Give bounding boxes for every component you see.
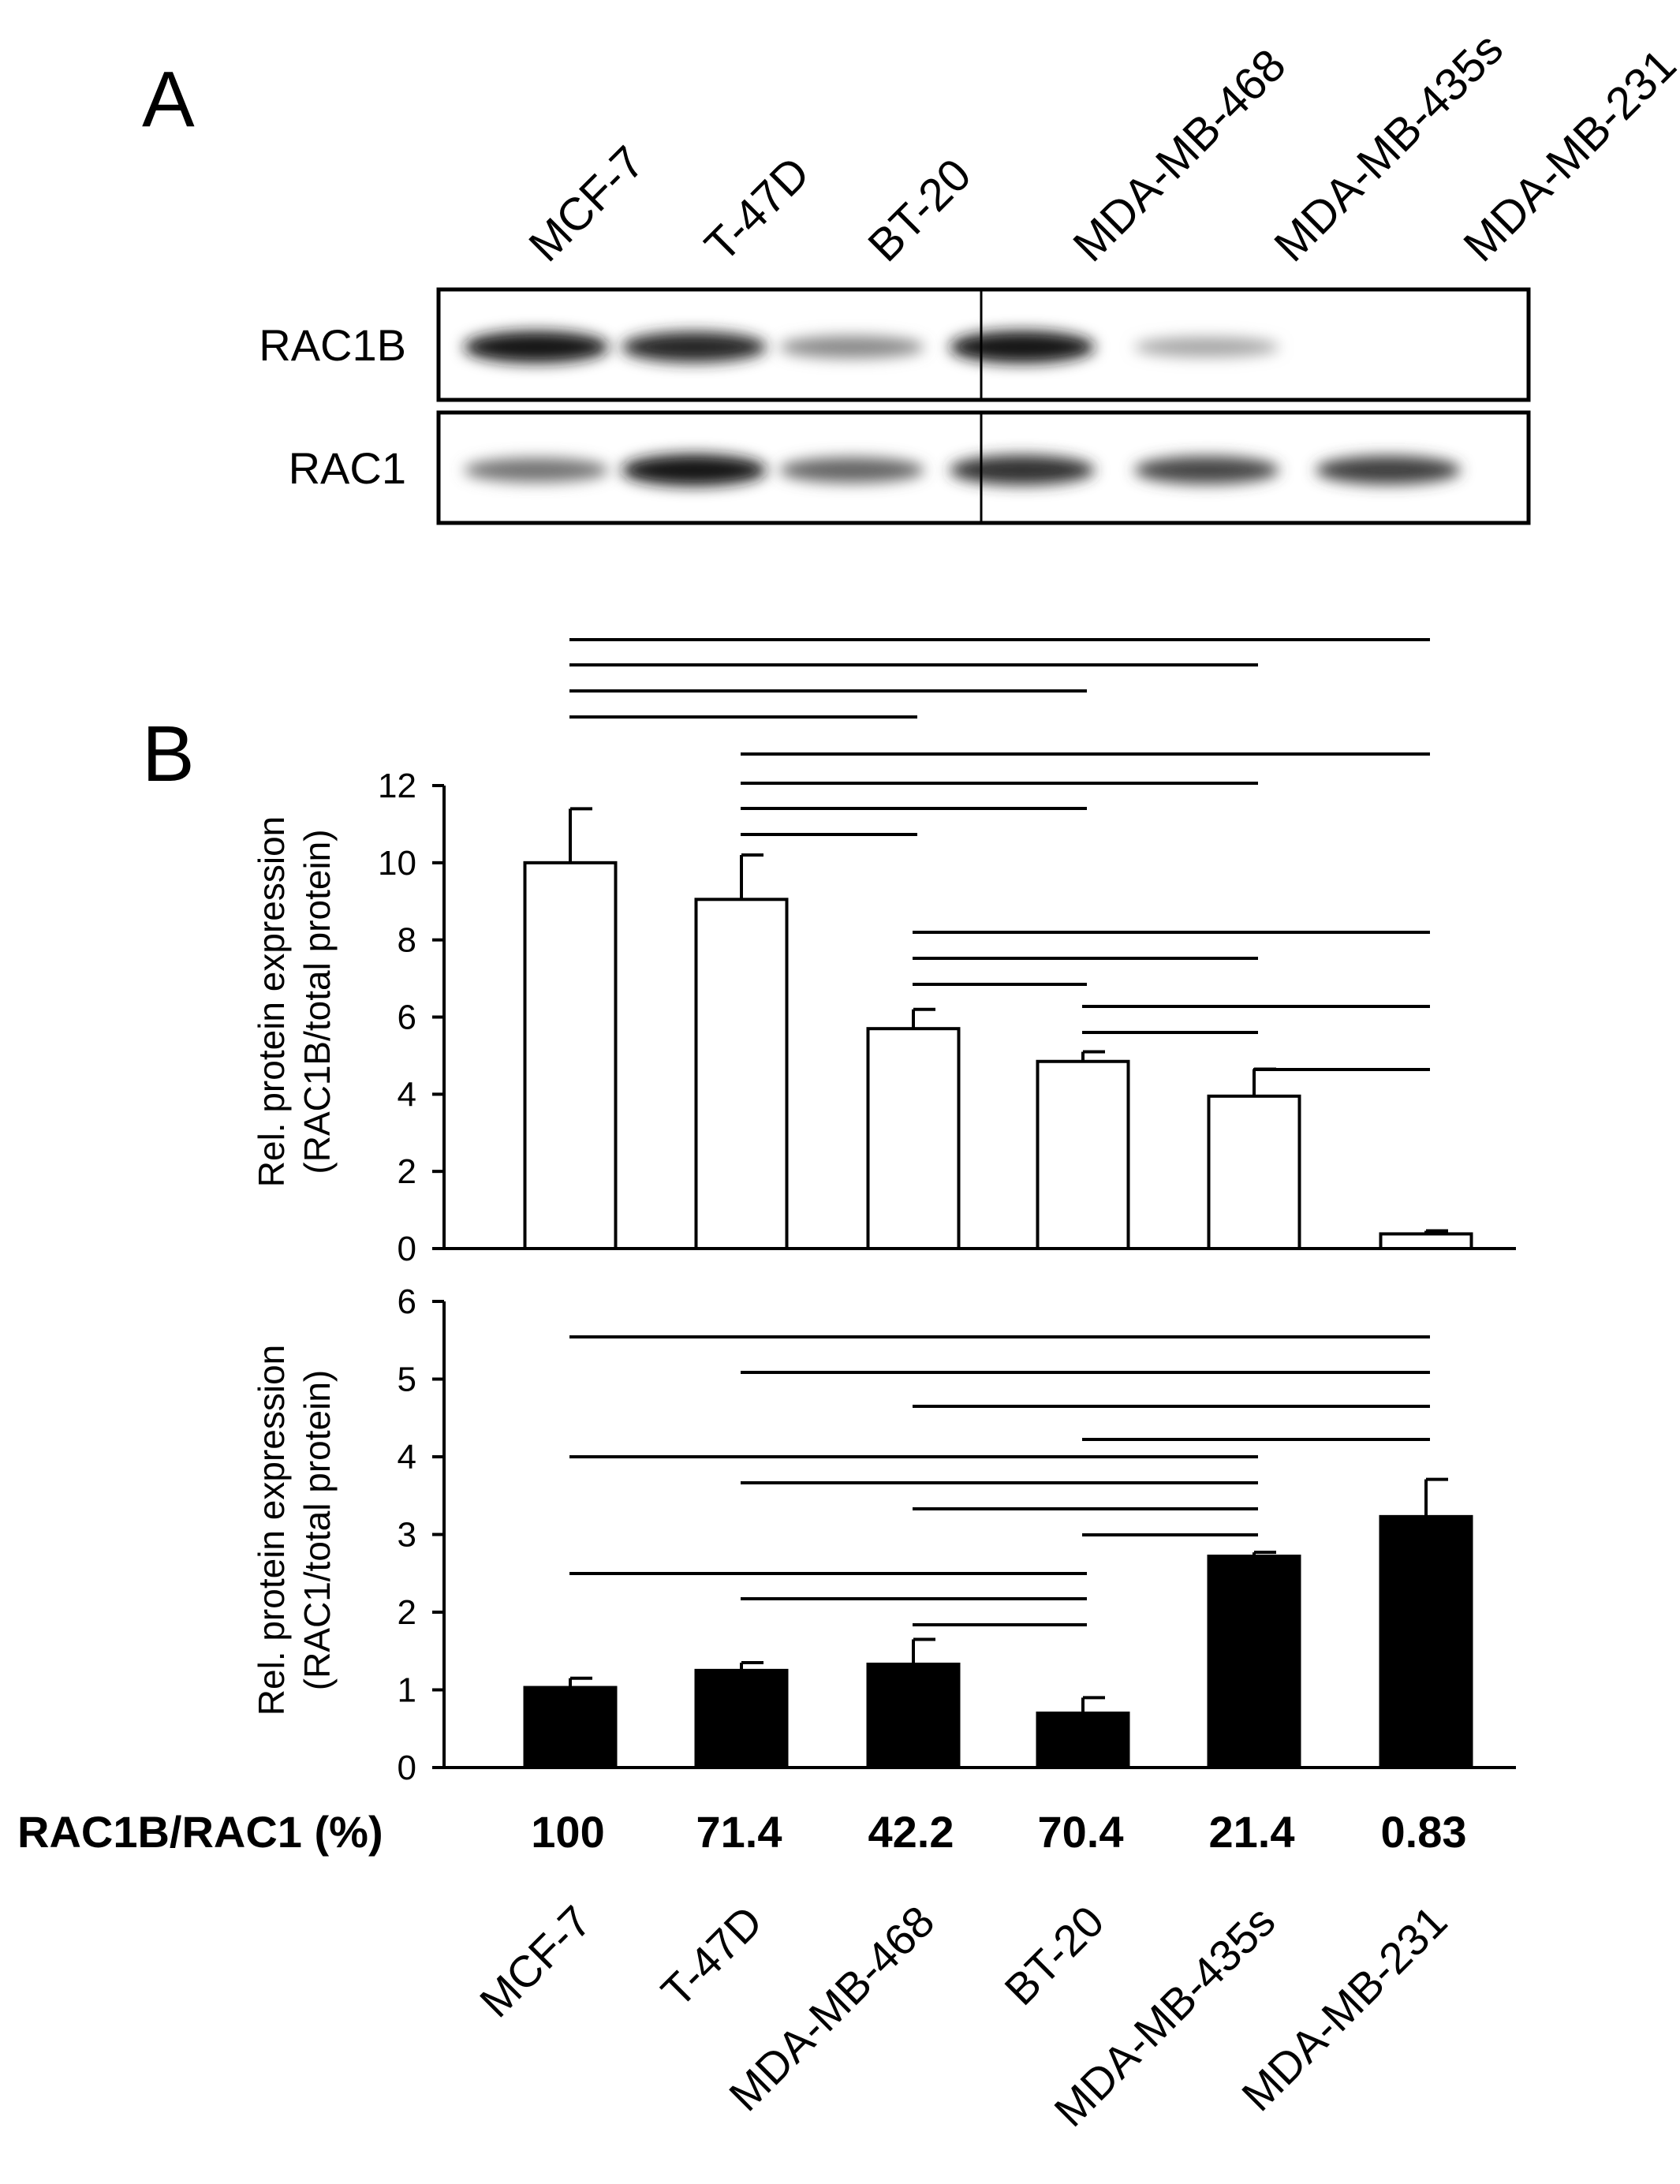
blot-band-rac1b-bt-20 [779, 335, 924, 359]
blot-band-rac1-mcf-7 [464, 457, 609, 483]
bar-mda-mb-468 [866, 1662, 961, 1770]
y-tick-label: 0 [398, 1749, 416, 1787]
bar-mda-mb-435s [1207, 1555, 1301, 1769]
lane-label-mda-mb-468: MDA-MB-468 [1063, 39, 1295, 271]
ratio-value-t-47d: 71.4 [696, 1807, 782, 1857]
bar-mda-mb-231 [1379, 1514, 1473, 1769]
panel-b-label: B [142, 710, 195, 798]
rac1-bar-chart: 0 1 2 3 4 5 6 Rel. protein expression (RAC1/tota… [251, 1282, 1516, 1787]
ratio-row-label: RAC1B/RAC1 (%) [17, 1807, 383, 1857]
ratio-value-mda-mb-435s: 21.4 [1209, 1807, 1295, 1857]
blot-row-label-rac1: RAC1 [289, 443, 406, 493]
rac1b-bar-chart: 0 2 4 6 8 10 12 Rel. protein expression (RAC1B/t… [251, 638, 1516, 1268]
x-tick-label-bt-20: BT-20 [995, 1896, 1113, 2014]
y-tick-label: 12 [378, 767, 416, 805]
bar-mda-mb-435s [1207, 1094, 1301, 1251]
ratio-value-mcf-7: 100 [531, 1807, 604, 1857]
blot-band-rac1b-mda-mb-435s [1134, 337, 1279, 357]
bar-mcf-7 [523, 861, 618, 1251]
y-tick-label: 8 [398, 921, 416, 960]
y-tick-label: 2 [398, 1593, 416, 1632]
blot-band-rac1-t-47d [622, 454, 767, 487]
ratio-value-bt-20: 70.4 [1038, 1807, 1124, 1857]
y-tick-label: 0 [398, 1230, 416, 1268]
lane-label-bt-20: BT-20 [858, 149, 980, 271]
bar-mda-mb-468 [866, 1027, 961, 1251]
y-tick-label: 6 [398, 1282, 416, 1321]
blot-band-rac1b-t-47d [622, 331, 767, 363]
bar-t-47d [694, 898, 789, 1251]
blot-band-rac1-mda-mb-435s [1134, 456, 1279, 484]
y-axis-label: Rel. protein expression [251, 1345, 292, 1715]
bar-bt-20 [1036, 1712, 1130, 1770]
x-tick-label-t-47d: T-47D [651, 1896, 771, 2016]
bar-bt-20 [1036, 1059, 1130, 1250]
blot-frame [436, 287, 1531, 402]
blot-band-rac1-bt-20 [779, 457, 924, 483]
panel-a-label: A [142, 55, 195, 144]
blot-band-rac1b-mcf-7 [464, 330, 609, 364]
bar-mcf-7 [523, 1686, 618, 1769]
ratio-value-mda-mb-468: 42.2 [868, 1807, 954, 1857]
y-axis-label: Rel. protein expression [251, 816, 292, 1187]
lane-label-mcf-7: MCF-7 [519, 136, 654, 271]
y-tick-label: 2 [398, 1152, 416, 1191]
blot-band-rac1-mda-mb-468 [950, 455, 1095, 485]
lane-label-t-47d: T-47D [695, 147, 819, 272]
ratio-values: 100 71.4 42.2 70.4 21.4 0.83 [531, 1807, 1466, 1857]
y-tick-label: 1 [398, 1671, 416, 1710]
y-tick-label: 10 [378, 844, 416, 883]
y-tick-label: 3 [398, 1516, 416, 1555]
blot-row-label-rac1b: RAC1B [259, 320, 406, 370]
bar-mda-mb-231 [1379, 1232, 1473, 1250]
blot-band-rac1-mda-mb-231 [1316, 455, 1461, 485]
y-tick-label: 4 [398, 1438, 416, 1477]
ratio-value-mda-mb-231: 0.83 [1381, 1807, 1467, 1857]
y-tick-label: 4 [398, 1075, 416, 1114]
blot-frame [436, 410, 1531, 525]
y-axis-label: (RAC1B/total protein) [297, 829, 338, 1174]
western-blot: RAC1B RAC1 [259, 287, 1531, 525]
lane-labels: MCF-7 T-47D BT-20 MDA-MB-468MDA-MB-435sMDA-… [519, 23, 1680, 271]
y-tick-label: 5 [398, 1361, 416, 1399]
bar-t-47d [694, 1668, 789, 1769]
blot-band-rac1b-mda-mb-468 [950, 330, 1095, 364]
y-tick-label: 6 [398, 999, 416, 1037]
x-tick-label-mcf-7: MCF-7 [470, 1896, 601, 2027]
y-axis-label: (RAC1/total protein) [297, 1370, 338, 1691]
